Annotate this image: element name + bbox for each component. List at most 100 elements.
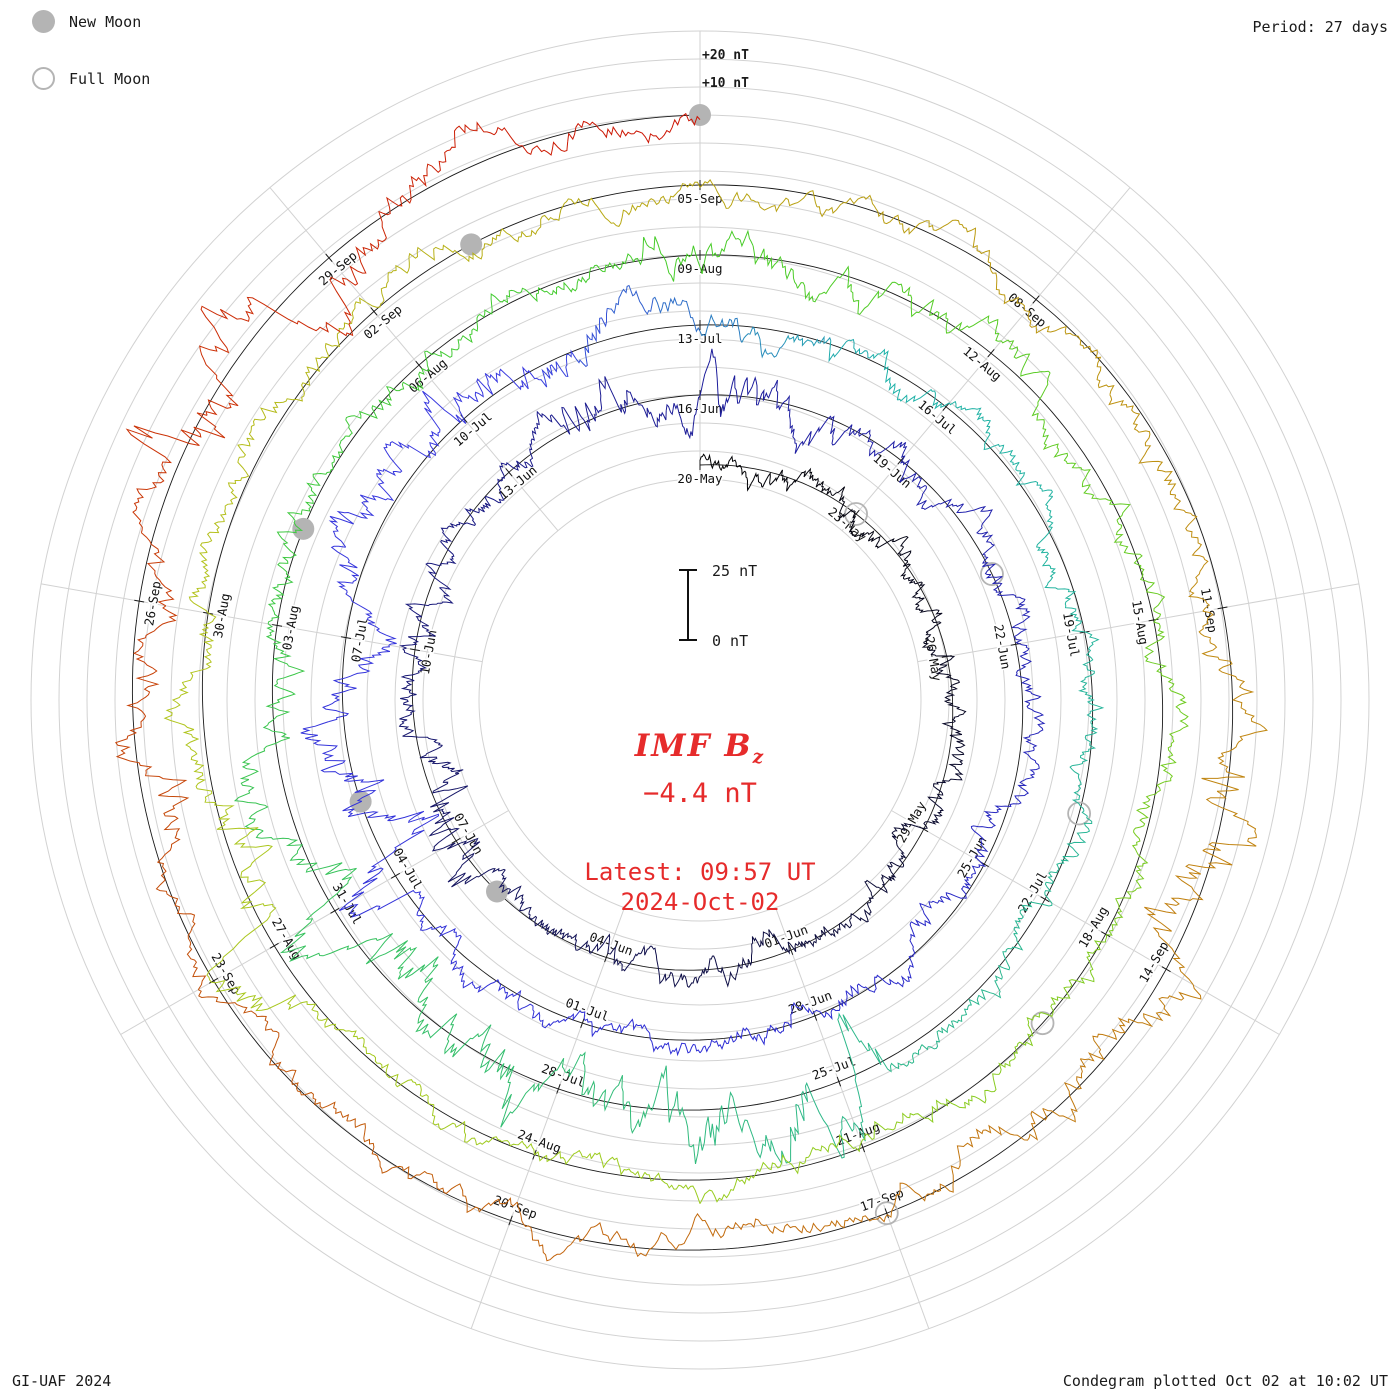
date-tick bbox=[852, 509, 860, 519]
bz-trace-segment bbox=[651, 1065, 701, 1165]
bz-trace-segment bbox=[431, 1104, 477, 1146]
bz-trace-segment bbox=[699, 1091, 751, 1151]
bz-trace-segment bbox=[948, 745, 965, 779]
bz-trace-segment bbox=[1035, 496, 1054, 554]
bz-trace-segment bbox=[198, 989, 269, 1023]
new-moon-marker bbox=[689, 104, 711, 126]
bz-trace-segment bbox=[904, 286, 949, 326]
bz-trace-segment bbox=[567, 120, 634, 142]
bz-trace-segment bbox=[1080, 1017, 1130, 1062]
bz-trace-segment bbox=[639, 944, 668, 985]
bz-trace-segment bbox=[114, 732, 188, 796]
bz-trace-segment bbox=[408, 244, 478, 263]
date-label: 04-Jun bbox=[587, 929, 635, 959]
date-label: 17-Sep bbox=[858, 1185, 906, 1215]
bz-trace-segment bbox=[296, 346, 330, 402]
bz-trace-segment bbox=[1072, 722, 1099, 767]
bz-trace-segment bbox=[874, 1044, 929, 1073]
date-tick bbox=[836, 1076, 842, 1087]
bz-trace-segment bbox=[987, 261, 1027, 312]
bz-trace-segment bbox=[575, 308, 608, 368]
bz-trace-segment bbox=[635, 1213, 701, 1258]
bz-trace-segment bbox=[1139, 567, 1166, 621]
date-tick bbox=[1040, 896, 1050, 903]
bz-trace-segment bbox=[1198, 610, 1233, 671]
bz-trace-segment bbox=[451, 867, 507, 889]
bz-trace-segment bbox=[1031, 370, 1051, 445]
bz-trace-segment bbox=[450, 931, 465, 983]
bz-trace-segment bbox=[787, 933, 821, 952]
bz-trace-segment bbox=[943, 684, 967, 716]
full-moon-marker bbox=[844, 502, 868, 526]
bz-trace-segment bbox=[927, 1014, 965, 1050]
bz-trace-segment bbox=[182, 729, 206, 789]
bz-trace-segment bbox=[463, 496, 491, 526]
date-label: 23-May bbox=[825, 504, 870, 545]
bz-trace-segment bbox=[811, 474, 837, 497]
date-label: 20-Sep bbox=[492, 1192, 540, 1222]
date-tick bbox=[942, 402, 950, 411]
bz-trace-segment bbox=[265, 675, 296, 726]
bz-trace-segment bbox=[324, 297, 367, 348]
bz-trace-segment bbox=[891, 822, 923, 849]
date-tick bbox=[788, 945, 794, 955]
date-tick bbox=[272, 624, 283, 627]
bz-trace-segment bbox=[935, 219, 990, 263]
bz-trace-segment bbox=[534, 1149, 592, 1165]
date-tick bbox=[987, 349, 995, 358]
date-tick bbox=[1217, 606, 1228, 610]
bz-trace-segment bbox=[477, 228, 532, 260]
bz-trace-segment bbox=[1113, 519, 1143, 569]
bz-trace-segment bbox=[607, 284, 654, 316]
bz-trace-segment bbox=[994, 933, 1024, 981]
bz-trace-segment bbox=[564, 1051, 607, 1108]
bz-trace-segment bbox=[754, 1153, 809, 1175]
date-label: 16-Jun bbox=[677, 401, 722, 416]
bz-trace-segment bbox=[155, 861, 196, 919]
bz-trace-segment bbox=[641, 181, 701, 208]
grid-radial-line bbox=[917, 583, 1359, 663]
grid-circle bbox=[478, 478, 922, 922]
bz-trace-segment bbox=[594, 376, 628, 416]
bz-trace bbox=[114, 112, 1268, 1262]
bz-trace-segment bbox=[909, 910, 932, 955]
bz-trace-segment bbox=[478, 1024, 515, 1083]
bz-trace-segment bbox=[699, 229, 754, 275]
bz-trace-segment bbox=[198, 612, 217, 672]
bz-trace-segment bbox=[607, 945, 641, 972]
bz-trace-segment bbox=[404, 956, 439, 1033]
bz-trace-segment bbox=[915, 605, 943, 633]
scale-bar-cap-top bbox=[679, 569, 697, 571]
date-tick bbox=[209, 977, 219, 984]
bz-trace-segment bbox=[443, 837, 481, 883]
full-moon-icon bbox=[32, 67, 55, 90]
bz-trace-segment bbox=[338, 889, 425, 918]
bz-trace-segment bbox=[1026, 310, 1082, 341]
bz-trace-segment bbox=[267, 576, 294, 625]
bz-trace-segment bbox=[816, 194, 879, 218]
bz-trace-segment bbox=[1020, 680, 1045, 721]
bz-trace-segment bbox=[756, 929, 790, 955]
bz-trace-segment bbox=[575, 933, 611, 954]
spiral-baseline bbox=[131, 114, 1234, 1251]
chart-title: IMF Bz bbox=[0, 728, 1400, 768]
date-label: 24-Aug bbox=[516, 1126, 564, 1156]
chart-title-subscript: z bbox=[752, 747, 766, 769]
bz-trace-segment bbox=[761, 1222, 826, 1235]
bz-trace-segment bbox=[897, 549, 912, 580]
bz-trace-segment bbox=[1010, 604, 1031, 645]
bz-trace-segment bbox=[163, 670, 199, 730]
bz-trace-segment bbox=[699, 1174, 756, 1204]
bz-trace-segment bbox=[292, 1082, 350, 1122]
bz-trace-segment bbox=[561, 402, 597, 435]
bz-trace-segment bbox=[887, 1182, 945, 1218]
bz-trace-segment bbox=[948, 400, 991, 427]
date-label: 15-Aug bbox=[1129, 599, 1152, 646]
bz-trace-segment bbox=[667, 971, 701, 989]
bz-trace-segment bbox=[346, 1118, 393, 1174]
legend-new-moon: New Moon bbox=[32, 10, 141, 33]
bz-trace-segment bbox=[157, 795, 190, 863]
bz-trace-segment bbox=[188, 552, 211, 614]
bz-trace-segment bbox=[626, 389, 667, 428]
